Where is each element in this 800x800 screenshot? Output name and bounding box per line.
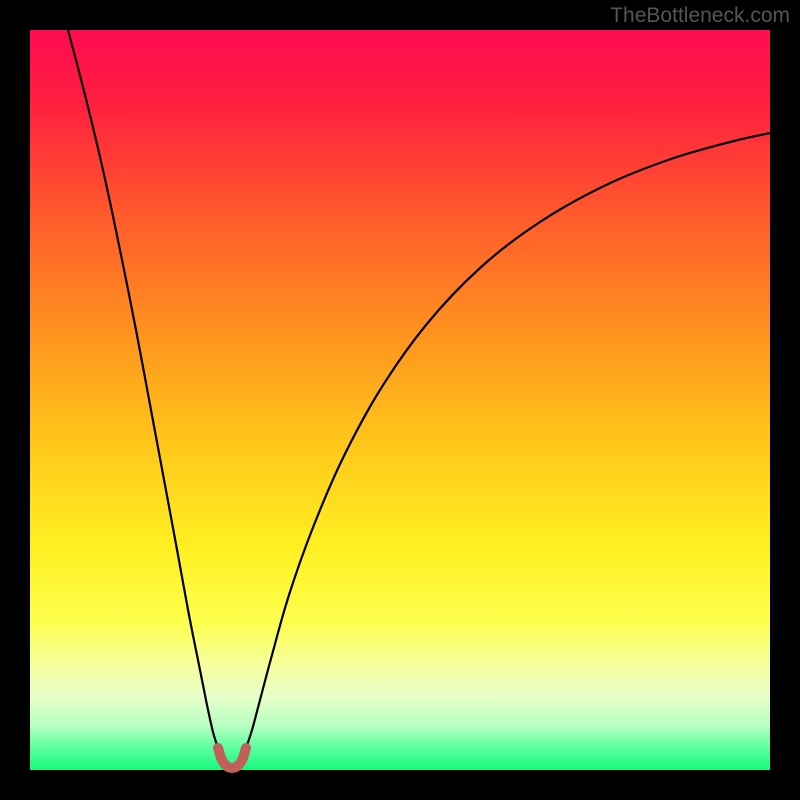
watermark-text: TheBottleneck.com xyxy=(610,4,790,28)
plot-background xyxy=(30,30,770,770)
bottleneck-chart xyxy=(0,0,800,800)
